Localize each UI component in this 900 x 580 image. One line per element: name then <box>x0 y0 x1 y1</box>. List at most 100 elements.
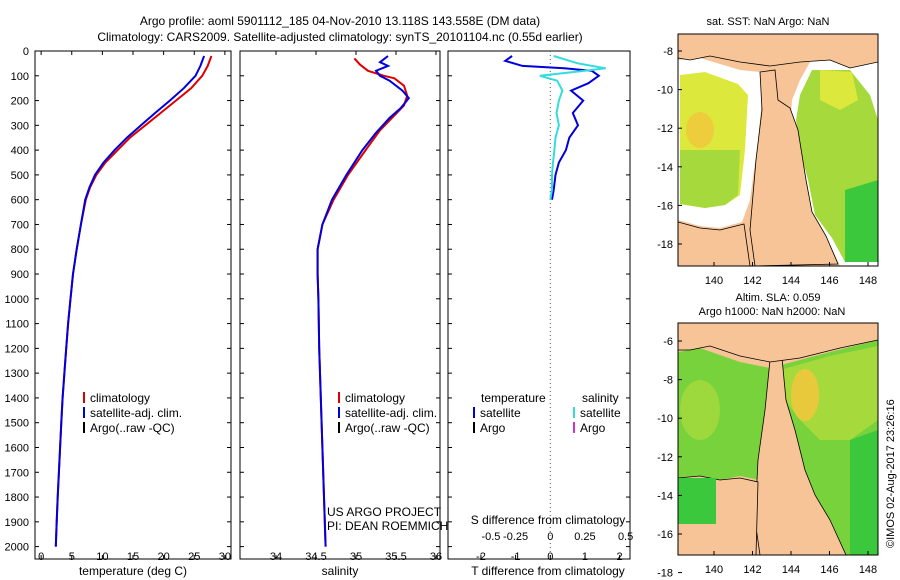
legend-t-satellite: satellite <box>480 406 521 420</box>
depth-tick-label: 1200 <box>5 343 29 355</box>
title-line-2: Climatology: CARS2009. Satellite-adjuste… <box>97 30 582 44</box>
lat-tick-label: -16 <box>657 200 673 212</box>
difference-x-axis: -2 -1 0 1 2 -0.5 -0.25 0 0.25 0.5 <box>476 531 633 563</box>
s-diff-tick-label: 0.5 <box>618 531 633 543</box>
lon-tick-label: 140 <box>705 275 723 287</box>
salinity-axes-frame <box>239 50 441 560</box>
depth-tick-label: 100 <box>11 71 29 83</box>
depth-tick-label: 1300 <box>5 368 29 380</box>
x-tick-label: 20 <box>158 551 170 563</box>
lat-tick-label: -18 <box>657 239 673 251</box>
difference-series <box>502 55 606 200</box>
coral-sea-sst-green <box>845 180 878 262</box>
sla-map-title-2: Argo h1000: NaN h2000: NaN <box>699 306 846 318</box>
salinity-depth-ticks <box>240 50 440 548</box>
title-line-1: Argo profile: aoml 5901112_185 04-Nov-20… <box>140 14 540 28</box>
lon-tick-label: 142 <box>743 564 761 576</box>
legend-climatology: climatology <box>345 391 405 405</box>
depth-tick-label: 600 <box>11 195 29 207</box>
salinity-panel: 34 34.5 35 35.5 36 salinity climatology sate… <box>239 50 448 578</box>
temperature-panel: 0100200300400500600700800900100011001200… <box>5 46 232 578</box>
series-line-satellite-adj-clim- <box>54 55 206 547</box>
x-tick-label: 0 <box>38 551 44 563</box>
lon-tick-label: 148 <box>859 275 877 287</box>
temperature-x-axis: 0 5 10 15 20 25 30 <box>38 51 231 563</box>
lat-tick-label: -8 <box>663 46 673 58</box>
s-diff-tick-label: -0.5 <box>481 531 500 543</box>
sst-map-frame <box>677 33 879 267</box>
new-guinea-land <box>678 34 878 69</box>
sst-map-title: sat. SST: NaN Argo: NaN <box>707 16 830 28</box>
lon-tick-label: 140 <box>705 564 723 576</box>
salinity-xlabel: salinity <box>322 564 359 578</box>
lat-tick-label: -14 <box>657 162 673 174</box>
legend-s-argo: Argo <box>580 421 606 435</box>
series-line-satellite-adj-clim- <box>316 55 411 547</box>
gulf-warm-spot <box>686 112 714 148</box>
lon-tick-label: 142 <box>743 275 761 287</box>
lon-tick-label: 148 <box>859 564 877 576</box>
temperature-xlabel: temperature (deg C) <box>79 564 187 578</box>
series-line-temperature-satellite <box>502 55 601 200</box>
sla-high-spot <box>791 369 819 421</box>
x-tick-label: 15 <box>127 551 139 563</box>
series-line-climatology <box>316 57 409 547</box>
sla-map: Altim. SLA: 0.059 Argo h1000: NaN h2000:… <box>657 292 879 580</box>
lat-tick-label: -10 <box>657 85 673 97</box>
northern-territory-land <box>678 221 751 266</box>
new-guinea-land <box>678 323 878 363</box>
depth-tick-label: 200 <box>11 96 29 108</box>
difference-depth-ticks <box>448 50 630 548</box>
salinity-legend: climatology satellite-adj. clim. Argo(..… <box>338 391 437 435</box>
depth-tick-label: 500 <box>11 170 29 182</box>
temperature-series <box>54 55 213 547</box>
sst-map-lat-ticks: -8 -10 -12 -14 -16 -18 <box>657 46 682 251</box>
t-diff-tick-label: 2 <box>617 551 623 563</box>
imos-credit: ©IMOS 02-Aug-2017 23:26:16 <box>885 399 897 548</box>
lat-tick-label: -8 <box>663 375 673 387</box>
sla-field-south <box>850 430 878 555</box>
x-tick-label: 36 <box>430 551 442 563</box>
lon-tick-label: 144 <box>782 564 800 576</box>
sla-gulf-patch <box>680 380 720 440</box>
project-annotation: US ARGO PROJECT <box>327 505 442 519</box>
temperature-axes-frame <box>34 50 232 560</box>
legend-header-temperature: temperature <box>481 391 546 405</box>
cape-york-peninsula <box>749 69 839 266</box>
x-tick-label: 25 <box>188 551 200 563</box>
depth-tick-label: 1400 <box>5 393 29 405</box>
series-line-salinity-satellite <box>539 55 606 200</box>
lat-tick-label: -12 <box>657 123 673 135</box>
difference-axes-frame <box>447 50 631 560</box>
legend-argo: Argo(..raw -QC) <box>90 421 175 435</box>
sst-map: sat. SST: NaN Argo: NaN 140 142 144 146 148 … <box>657 16 879 287</box>
t-diff-tick-label: -2 <box>476 551 486 563</box>
legend-satellite-adj: satellite-adj. clim. <box>345 406 437 420</box>
t-diff-tick-label: -1 <box>511 551 521 563</box>
s-diff-tick-label: 0.25 <box>574 531 595 543</box>
pi-annotation: PI: DEAN ROEMMICH <box>327 519 448 533</box>
legend-argo: Argo(..raw -QC) <box>345 421 430 435</box>
depth-tick-label: 700 <box>11 219 29 231</box>
s-diff-tick-label: 0 <box>547 531 553 543</box>
t-diff-tick-label: 1 <box>582 551 588 563</box>
legend-header-salinity: salinity <box>582 391 619 405</box>
lat-tick-label: -18 <box>657 568 673 580</box>
legend-climatology: climatology <box>90 391 150 405</box>
x-tick-label: 30 <box>219 551 231 563</box>
lon-tick-label: 146 <box>820 275 838 287</box>
lon-tick-label: 146 <box>820 564 838 576</box>
sla-map-title-1: Altim. SLA: 0.059 <box>736 292 821 304</box>
sla-map-frame <box>677 322 879 556</box>
x-tick-label: 5 <box>69 551 75 563</box>
coral-sea-sst-yellow <box>820 70 858 110</box>
x-tick-label: 35.5 <box>385 551 406 563</box>
depth-tick-label: 1000 <box>5 294 29 306</box>
depth-tick-label: 800 <box>11 244 29 256</box>
x-tick-label: 10 <box>96 551 108 563</box>
salinity-x-axis: 34 34.5 35 35.5 36 <box>270 51 442 563</box>
gulf-sst-field-south <box>680 150 740 208</box>
series-line-climatology <box>54 55 213 547</box>
x-tick-label: 34.5 <box>305 551 326 563</box>
